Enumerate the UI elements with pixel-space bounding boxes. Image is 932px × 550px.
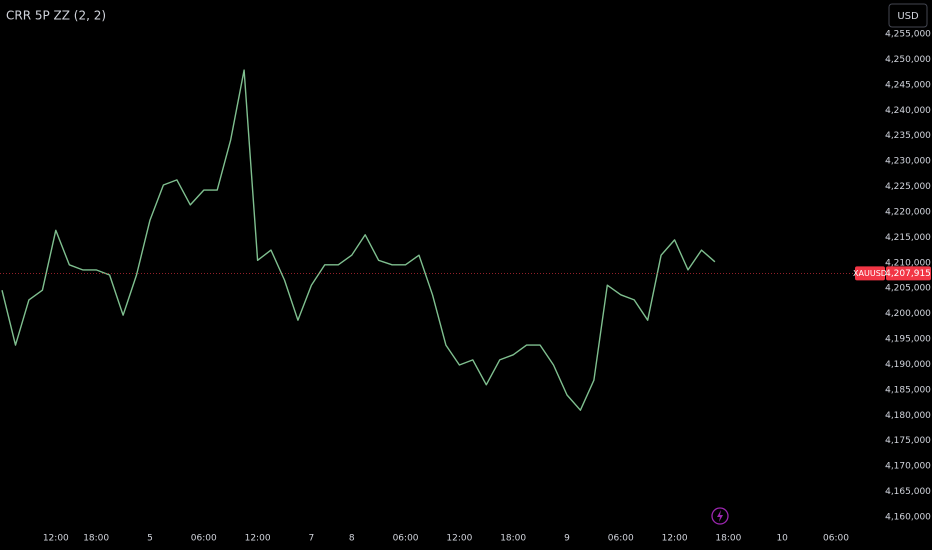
chart-title: CRR 5P ZZ (2, 2) [6, 9, 106, 23]
currency-button[interactable] [888, 3, 928, 28]
y-tick-label: 4,235,000 [885, 131, 931, 141]
y-tick-label: 4,245,000 [885, 80, 931, 90]
y-tick-label: 4,175,000 [885, 436, 931, 446]
y-tick-label: 4,205,000 [885, 284, 931, 294]
x-tick-label: 06:00 [608, 534, 634, 544]
x-tick-label: 18:00 [83, 534, 109, 544]
y-tick-label: 4,190,000 [885, 360, 931, 370]
x-tick-label: 5 [147, 534, 153, 544]
replay-icon[interactable] [711, 507, 729, 525]
x-tick-label: 8 [349, 534, 355, 544]
y-tick-label: 4,180,000 [885, 411, 931, 421]
y-tick-label: 4,215,000 [885, 233, 931, 243]
y-tick-label: 4,170,000 [885, 462, 931, 472]
last-price-label: 4,207,915 [885, 269, 931, 279]
x-tick-label: 06:00 [393, 534, 419, 544]
x-tick-label: 10 [776, 534, 788, 544]
symbol-tag [855, 266, 885, 281]
x-tick-label: 12:00 [446, 534, 472, 544]
x-tick-label: 12:00 [662, 534, 688, 544]
x-tick-label: 7 [309, 534, 315, 544]
y-tick-label: 4,230,000 [885, 157, 931, 167]
x-tick-label: 12:00 [245, 534, 271, 544]
x-tick-label: 9 [564, 534, 570, 544]
y-tick-label: 4,200,000 [885, 309, 931, 319]
currency-label[interactable]: USD [897, 11, 919, 22]
y-tick-label: 4,195,000 [885, 335, 931, 345]
y-tick-label: 4,210,000 [885, 258, 931, 268]
symbol-label: XAUUSD [853, 269, 887, 278]
x-tick-label: 18:00 [715, 534, 741, 544]
x-tick-label: 18:00 [500, 534, 526, 544]
y-tick-label: 4,255,000 [885, 30, 931, 40]
y-tick-label: 4,240,000 [885, 106, 931, 116]
y-tick-label: 4,160,000 [885, 512, 931, 522]
y-tick-label: 4,185,000 [885, 385, 931, 395]
last-price-tag [886, 266, 931, 281]
y-tick-label: 4,225,000 [885, 182, 931, 192]
x-tick-label: 06:00 [191, 534, 217, 544]
y-tick-label: 4,165,000 [885, 487, 931, 497]
y-tick-label: 4,250,000 [885, 55, 931, 65]
x-tick-label: 12:00 [43, 534, 69, 544]
y-tick-label: 4,220,000 [885, 207, 931, 217]
price-line [1, 69, 716, 411]
x-tick-label: 06:00 [823, 534, 849, 544]
